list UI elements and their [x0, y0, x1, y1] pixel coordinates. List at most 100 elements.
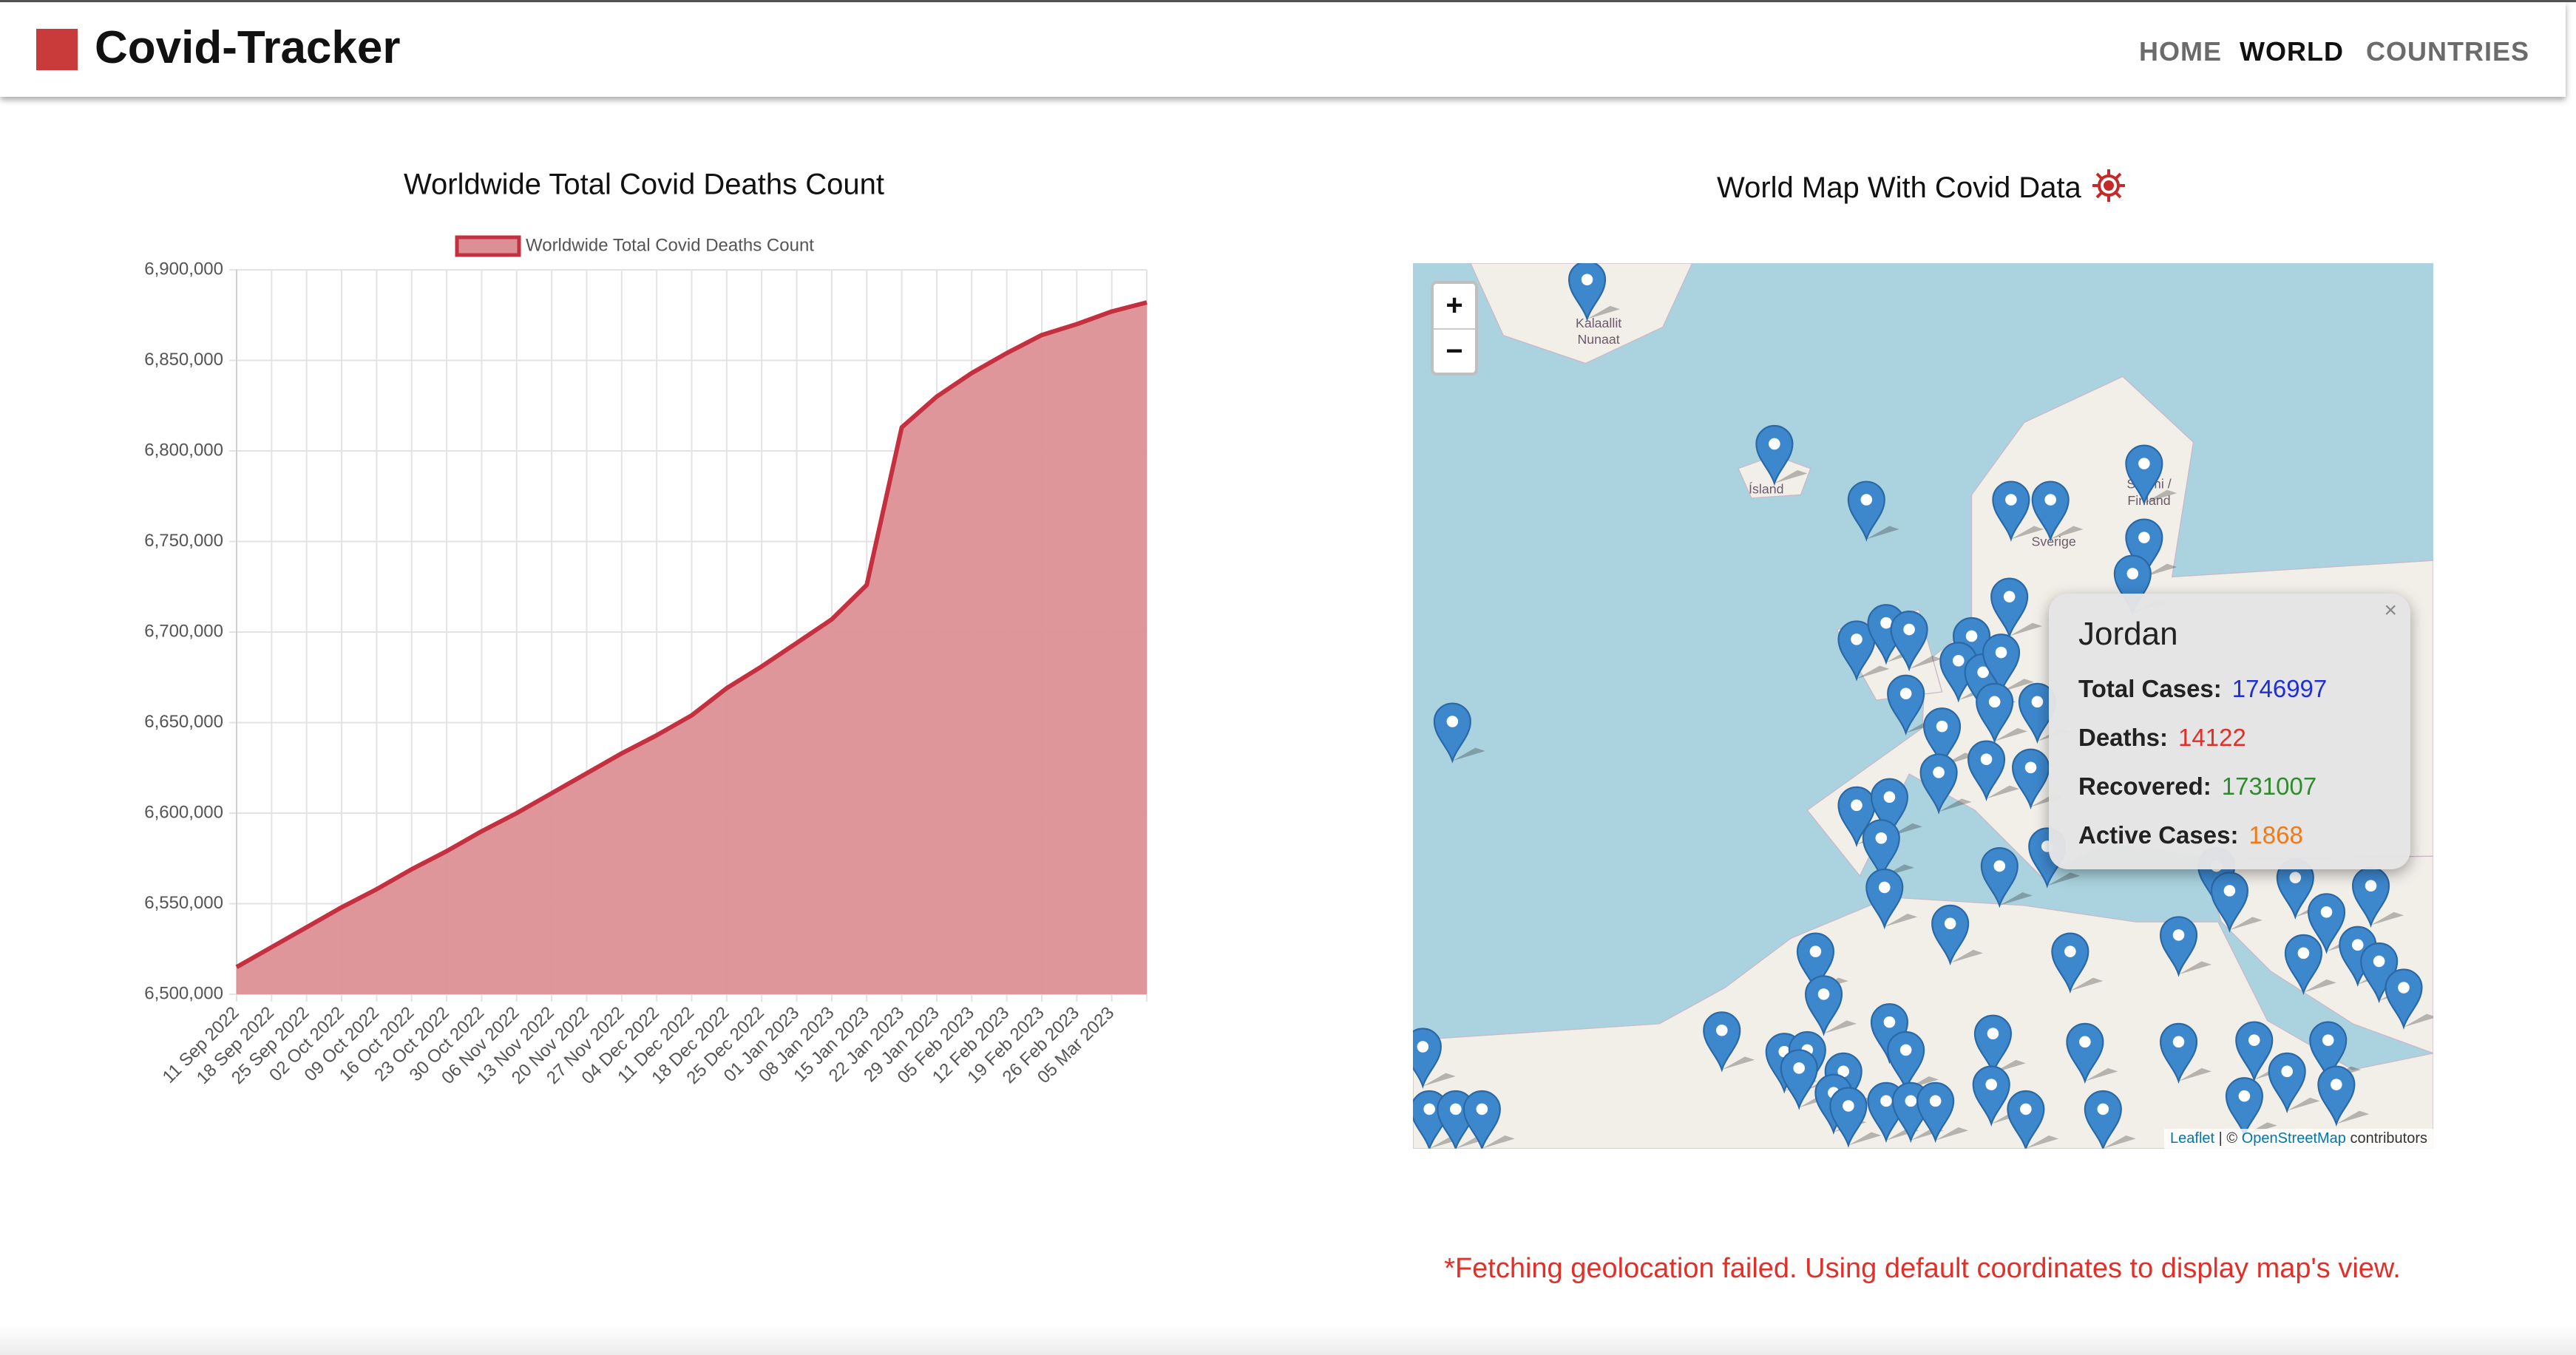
marker-pin — [1780, 1049, 1818, 1110]
map-marker[interactable] — [1413, 1028, 1456, 1089]
map-marker[interactable] — [1919, 753, 1972, 815]
marker-dot — [1793, 1062, 1805, 1074]
marker-pin — [2284, 934, 2322, 996]
map-marker[interactable] — [1931, 904, 1984, 966]
nav-countries[interactable]: COUNTRIES — [2366, 36, 2530, 67]
map-marker[interactable] — [2159, 916, 2211, 977]
marker-dot — [2322, 1034, 2334, 1046]
marker-shadow — [1950, 949, 1984, 963]
map-marker[interactable] — [1703, 1011, 1755, 1073]
marker-pin — [2225, 1077, 2263, 1138]
marker-dot — [2365, 880, 2377, 892]
map-marker[interactable] — [1890, 611, 1942, 672]
map-marker[interactable] — [1567, 263, 1620, 322]
map-marker[interactable] — [1980, 847, 2033, 909]
area — [237, 302, 1147, 995]
map-marker[interactable] — [2159, 1022, 2211, 1084]
map-marker[interactable] — [2125, 518, 2177, 580]
attribution-text: contributors — [2350, 1130, 2428, 1147]
leaflet-link[interactable]: Leaflet — [2170, 1130, 2215, 1147]
map-marker[interactable] — [2031, 480, 2084, 542]
map-marker[interactable] — [2385, 968, 2433, 1030]
marker-pin — [1922, 707, 1962, 769]
place-label: Finland — [2127, 493, 2170, 508]
logo[interactable] — [36, 29, 78, 70]
map-marker[interactable] — [1847, 480, 1899, 542]
virus-icon — [2092, 169, 2125, 202]
marker-shadow — [1856, 665, 1890, 679]
map-marker[interactable] — [2007, 1090, 2059, 1149]
map-marker[interactable] — [2051, 932, 2104, 994]
marker-dot — [1809, 945, 1822, 957]
zoom-in[interactable]: + — [1434, 284, 1475, 330]
marker-dot — [2398, 982, 2410, 994]
popup-close[interactable]: × — [2384, 598, 2397, 622]
marker-shadow — [1884, 913, 1918, 927]
map-marker[interactable] — [2084, 1090, 2136, 1149]
map-marker[interactable] — [1837, 620, 1890, 682]
marker-shadow — [1939, 798, 1972, 812]
marker-pin — [2309, 1021, 2348, 1082]
marker-pin — [2268, 1052, 2306, 1114]
map-marker[interactable] — [2284, 934, 2336, 996]
marker-pin — [1865, 868, 1904, 930]
map-marker[interactable] — [1887, 674, 1939, 736]
map-marker[interactable] — [1755, 424, 1808, 486]
map-marker[interactable] — [1462, 1090, 1515, 1149]
osm-link[interactable]: OpenStreetMap — [2241, 1130, 2346, 1147]
popup-value: 1731007 — [2221, 772, 2317, 800]
popup-row: Total Cases: 1746997 — [2078, 675, 2327, 703]
nav-world[interactable]: WORLD — [2240, 36, 2344, 67]
marker-shadow — [2229, 917, 2263, 931]
map-marker[interactable] — [1916, 1081, 1969, 1144]
marker-pin — [2084, 1090, 2122, 1149]
marker-dot — [2138, 532, 2150, 543]
map-marker[interactable] — [1982, 634, 2034, 695]
marker-pin — [1829, 1087, 1868, 1148]
map-marker[interactable] — [2066, 1022, 2118, 1084]
marker-dot — [1905, 1095, 1917, 1107]
popup-value: 1868 — [2248, 821, 2303, 849]
marker-shadow — [2084, 1067, 2118, 1081]
brand[interactable]: Covid-Tracker — [95, 22, 401, 73]
marker-shadow — [1848, 1132, 1882, 1146]
marker-pin — [2007, 1090, 2045, 1149]
nav-home[interactable]: HOME — [2139, 36, 2222, 67]
marker-pin — [1967, 740, 2006, 801]
legend-swatch — [455, 235, 521, 257]
map-marker[interactable] — [1804, 975, 1857, 1036]
popup: × Jordan Total Cases: 1746997 Deaths: 14122… — [2049, 594, 2410, 869]
marker-dot — [1944, 917, 1956, 930]
map-marker[interactable] — [1865, 868, 1918, 930]
line — [235, 300, 1148, 969]
marker-dot — [2281, 1065, 2293, 1078]
marker-dot — [2223, 885, 2236, 897]
marker-pin — [1919, 753, 1958, 815]
marker-dot — [1929, 1095, 1942, 1107]
marker-shadow — [2336, 1110, 2370, 1124]
marker-shadow — [1909, 656, 1942, 669]
marker-dot — [1423, 1103, 1435, 1115]
marker-pin — [2066, 1022, 2104, 1084]
marker-shadow — [2370, 911, 2404, 926]
map-marker[interactable] — [1992, 480, 2044, 542]
map-marker[interactable] — [2317, 1065, 2370, 1127]
marker-dot — [2289, 872, 2302, 883]
map-marker[interactable] — [1990, 577, 2043, 639]
map-marker[interactable] — [2210, 872, 2263, 933]
popup-value: 1746997 — [2231, 675, 2328, 702]
map-marker[interactable] — [2125, 444, 2177, 506]
marker-shadow — [1823, 1020, 1857, 1034]
zoom-out[interactable]: − — [1445, 335, 1463, 367]
map-marker[interactable] — [1976, 682, 2028, 744]
attribution-text: | © — [2218, 1130, 2238, 1147]
marker-shadow — [2303, 979, 2336, 993]
map-marker[interactable] — [2351, 866, 2404, 928]
map-marker[interactable] — [2268, 1052, 2320, 1114]
marker-dot — [1880, 1095, 1892, 1107]
marker-dot — [1880, 617, 1892, 629]
map-marker[interactable] — [1433, 702, 1485, 764]
map-marker[interactable] — [1967, 740, 2019, 801]
marker-pin — [2385, 968, 2423, 1030]
map-marker[interactable] — [1829, 1087, 1882, 1148]
